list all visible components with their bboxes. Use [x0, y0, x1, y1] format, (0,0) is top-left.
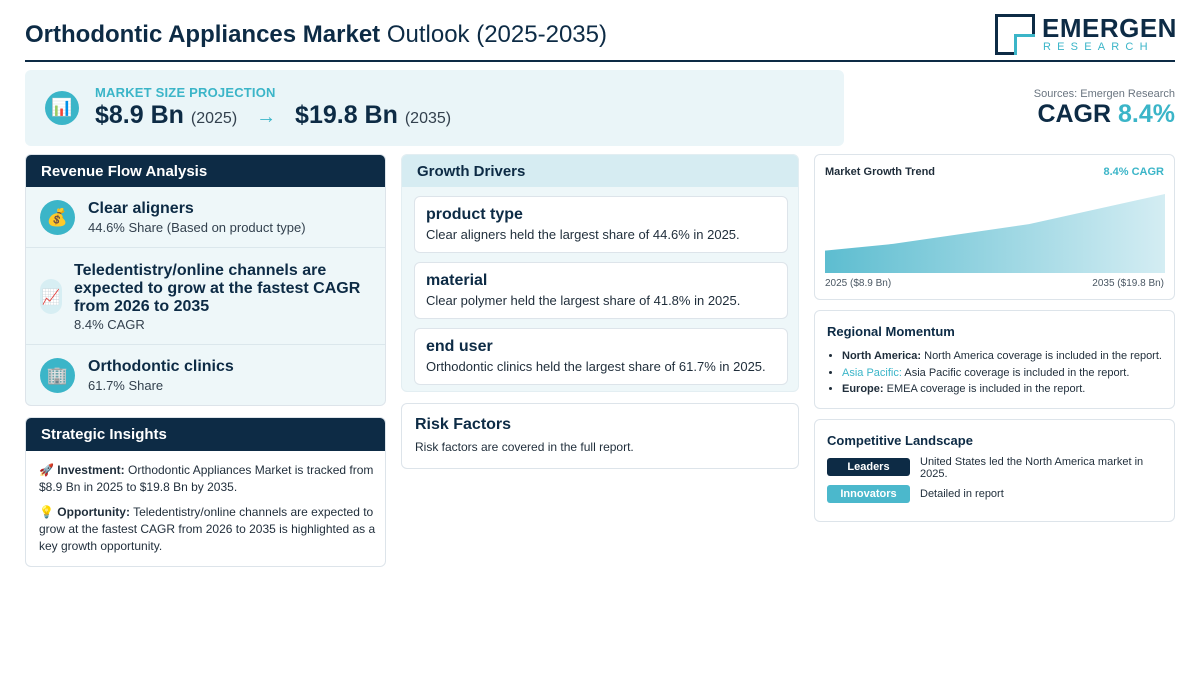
- revenue-item-title: Teledentistry/online channels are expect…: [74, 262, 361, 315]
- risk-factors-text: Risk factors are covered in the full rep…: [415, 440, 634, 454]
- revenue-item-sub: 44.6% Share (Based on product type): [88, 220, 306, 235]
- revenue-flow-card: Revenue Flow Analysis 💰 Clear aligners 4…: [25, 154, 386, 406]
- region-item: North America: North America coverage is…: [842, 348, 1172, 365]
- insight-text: Orthodontic Appliances Market is tracked…: [39, 463, 374, 494]
- driver-text: Clear polymer held the largest share of …: [426, 293, 741, 308]
- sources-text: Sources: Emergen Research: [1033, 88, 1175, 100]
- logo-sub: RESEARCH: [1043, 41, 1154, 53]
- start-year: (2025): [190, 110, 238, 127]
- projection-values: $8.9 Bn (2025) → $19.8 Bn (2035): [95, 101, 451, 130]
- insight-opportunity: 💡 Opportunity: Teledentistry/online chan…: [39, 504, 379, 555]
- title-light: Outlook (2025-2035): [380, 21, 607, 48]
- building-icon: 🏢: [40, 358, 75, 393]
- revenue-item-title: Clear aligners: [88, 200, 194, 217]
- money-bag-icon: 💰: [40, 200, 75, 235]
- revenue-item-sub: 61.7% Share: [88, 378, 164, 393]
- projection-label: MARKET SIZE PROJECTION: [95, 85, 276, 100]
- growth-drivers-title: Growth Drivers: [402, 155, 798, 187]
- title-bold: Orthodontic Appliances Market: [25, 21, 381, 48]
- driver-text: Clear aligners held the largest share of…: [426, 227, 740, 242]
- regional-list: North America: North America coverage is…: [842, 348, 1172, 398]
- driver-item: material Clear polymer held the largest …: [414, 262, 788, 319]
- driver-item: product type Clear aligners held the lar…: [414, 196, 788, 253]
- revenue-item: 📈 Teledentistry/online channels are expe…: [26, 248, 385, 345]
- trend-chart: [825, 194, 1165, 273]
- innovators-badge: Innovators: [827, 485, 910, 503]
- revenue-item: 💰 Clear aligners 44.6% Share (Based on p…: [26, 187, 385, 248]
- risk-factors-card: Risk Factors Risk factors are covered in…: [401, 403, 799, 469]
- leaders-badge: Leaders: [827, 458, 910, 476]
- driver-title: material: [426, 272, 488, 289]
- region-text: EMEA coverage is included in the report.: [883, 383, 1086, 395]
- cagr-value: 8.4%: [1118, 100, 1175, 128]
- region-item: Asia Pacific: Asia Pacific coverage is i…: [842, 365, 1172, 382]
- insight-label: Investment:: [57, 463, 125, 477]
- competitive-landscape-card: Competitive Landscape Leaders United Sta…: [814, 419, 1175, 522]
- lightbulb-icon: 💡: [39, 505, 54, 519]
- market-growth-trend-card: Market Growth Trend 8.4% CAGR 2025 ($8.9…: [814, 154, 1175, 300]
- page-title: Orthodontic Appliances Market Outlook (2…: [25, 21, 607, 49]
- driver-title: product type: [426, 206, 523, 223]
- region-item: Europe: EMEA coverage is included in the…: [842, 381, 1172, 398]
- region-name: Asia Pacific:: [842, 366, 902, 379]
- trend-title: Market Growth Trend: [825, 166, 936, 178]
- insight-text: Teledentistry/online channels are expect…: [39, 505, 376, 553]
- innovators-text: Detailed in report: [920, 488, 1004, 500]
- bar-chart-icon: 📊: [45, 91, 79, 125]
- end-value: $19.8 Bn: [295, 101, 398, 129]
- strategic-insights-card: Strategic Insights 🚀 Investment: Orthodo…: [25, 417, 386, 567]
- region-name: North America:: [842, 350, 922, 362]
- emergen-logo: EMERGEN RESEARCH: [995, 14, 1176, 56]
- trend-area: [825, 194, 1165, 273]
- competitive-landscape-title: Competitive Landscape: [827, 433, 973, 448]
- regional-momentum-title: Regional Momentum: [827, 324, 955, 339]
- arrow-right-icon: →: [256, 106, 277, 128]
- revenue-item: 🏢 Orthodontic clinics 61.7% Share: [26, 345, 385, 405]
- risk-factors-title: Risk Factors: [415, 416, 512, 433]
- cagr-headline: CAGR 8.4%: [1037, 100, 1175, 129]
- driver-text: Orthodontic clinics held the largest sha…: [426, 359, 766, 374]
- trend-cagr: 8.4% CAGR: [1103, 166, 1164, 178]
- revenue-flow-title: Revenue Flow Analysis: [26, 155, 385, 187]
- driver-title: end user: [426, 338, 493, 355]
- cagr-label: CAGR: [1037, 100, 1112, 128]
- start-value: $8.9 Bn: [95, 101, 184, 129]
- insight-investment: 🚀 Investment: Orthodontic Appliances Mar…: [39, 462, 379, 496]
- trend-end-label: 2035 ($19.8 Bn): [1092, 278, 1164, 289]
- revenue-item-sub: 8.4% CAGR: [74, 317, 145, 332]
- page-header: Orthodontic Appliances Market Outlook (2…: [25, 12, 1176, 62]
- revenue-item-title: Orthodontic clinics: [88, 358, 234, 375]
- trend-start-label: 2025 ($8.9 Bn): [825, 278, 892, 289]
- trend-up-icon: 📈: [40, 279, 62, 314]
- end-year: (2035): [404, 110, 452, 127]
- rocket-icon: 🚀: [39, 463, 54, 477]
- region-text: Asia Pacific coverage is included in the…: [901, 366, 1130, 379]
- strategic-insights-title: Strategic Insights: [26, 418, 385, 451]
- region-name: Europe:: [842, 383, 884, 395]
- logo-mark-icon: [995, 14, 1035, 55]
- growth-drivers-card: Growth Drivers product type Clear aligne…: [401, 154, 799, 392]
- market-size-projection: 📊 MARKET SIZE PROJECTION $8.9 Bn (2025) …: [25, 70, 844, 146]
- driver-item: end user Orthodontic clinics held the la…: [414, 328, 788, 385]
- regional-momentum-card: Regional Momentum North America: North A…: [814, 310, 1175, 409]
- region-text: North America coverage is included in th…: [921, 350, 1162, 362]
- logo-word: EMERGEN: [1042, 13, 1177, 43]
- insight-label: Opportunity:: [57, 505, 130, 519]
- leaders-text: United States led the North America mark…: [920, 456, 1144, 480]
